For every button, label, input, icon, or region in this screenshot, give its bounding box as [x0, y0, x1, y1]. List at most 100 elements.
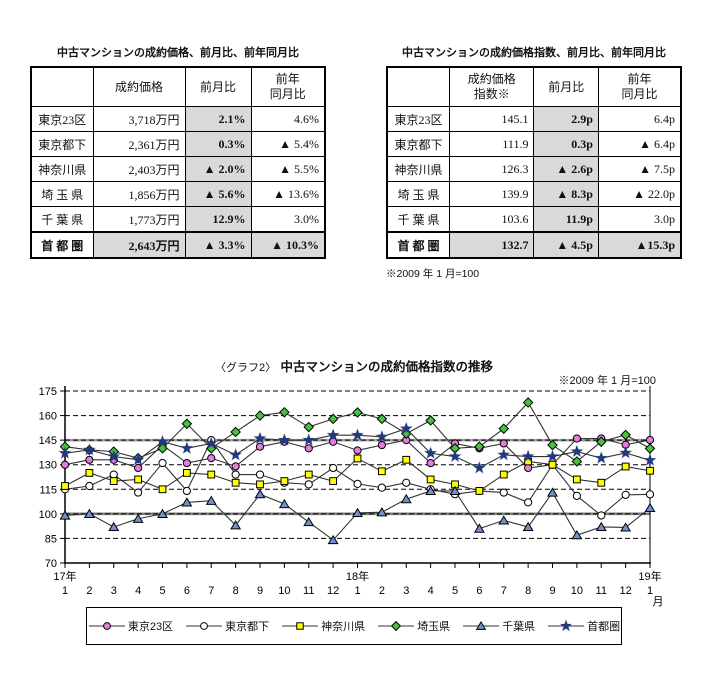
x-tick-label: 1 [354, 585, 360, 597]
legend-label: 神奈川県 [321, 621, 366, 633]
cell-value: 4.6% [250, 106, 326, 132]
y-tick-label: 145 [39, 435, 57, 447]
x-tick-label: 10 [571, 585, 583, 597]
chart-title-prefix: 〈グラフ2〉 [214, 362, 277, 374]
column-header: 前年 同月比 [250, 66, 326, 107]
x-tick-label: 11 [303, 585, 314, 597]
price-table-section: 中古マンションの成約価格、前月比、前年同月比 成約価格 前月比 前年 同月比 東京23… [30, 44, 326, 259]
legend-item-kanagawa: 神奈川県 [281, 618, 365, 634]
cell-value: 12.9% [184, 206, 252, 233]
cell-value: ▲ 22.0p [597, 181, 682, 207]
cell-value: 2,403万円 [92, 156, 186, 182]
legend-label: 千葉県 [502, 621, 536, 633]
row-label: 埼 玉 県 [386, 181, 450, 207]
x-tick-label: 6 [184, 585, 190, 597]
cell-value: 103.6 [448, 206, 535, 233]
column-header: 前月比 [533, 66, 599, 107]
legend-item-tokyo-toka: 東京都下 [185, 618, 269, 634]
cell-value: 3.0% [250, 206, 326, 233]
table-row: 東京23区 3,718万円 2.1% 4.6% [30, 106, 326, 132]
cell-value: 145.1 [448, 106, 535, 132]
cell-value: 2.1% [184, 106, 252, 132]
price-table: 成約価格 前月比 前年 同月比 東京23区 3,718万円 2.1% 4.6% 東京都下 2,3… [30, 66, 326, 259]
cell-value: 126.3 [448, 156, 535, 182]
table-row: 埼 玉 県 139.9 ▲ 8.3p ▲ 22.0p [386, 181, 682, 207]
cell-value: ▲ 8.3p [533, 181, 599, 207]
legend-item-chiba: 千葉県 [462, 618, 535, 634]
cell-value: 2.9p [533, 106, 599, 132]
row-label: 東京都下 [30, 131, 94, 157]
cell-value: 11.9p [533, 206, 599, 233]
column-header: 成約価格 指数※ [448, 66, 535, 107]
cell-value: 3,718万円 [92, 106, 186, 132]
index-table: 成約価格 指数※ 前月比 前年 同月比 東京23区 145.1 2.9p 6.4p 東京都下 1… [386, 66, 682, 259]
x-tick-label: 8 [233, 585, 239, 597]
table-row: 東京都下 111.9 0.3p ▲ 6.4p [386, 131, 682, 157]
chart-legend: 東京23区 東京都下 神奈川県 埼玉県 千葉県 首都圏 [86, 607, 622, 645]
cell-value: 139.9 [448, 181, 535, 207]
cell-value: ▲ 6.4p [597, 131, 682, 157]
x-year-label: 18年 [346, 569, 369, 583]
row-label: 東京都下 [386, 131, 450, 157]
x-tick-label: 2 [86, 585, 92, 597]
index-base-note: ※2009 年 1 月=100 [386, 268, 480, 280]
series-chiba [59, 485, 656, 545]
column-header: 前年 同月比 [597, 66, 682, 107]
cell-value: ▲ 7.5p [597, 156, 682, 182]
cell-value: ▲ 13.6% [250, 181, 326, 207]
cell-value: ▲ 2.0% [184, 156, 252, 182]
x-tick-label: 11 [596, 585, 607, 597]
cell-value: ▲ 5.4% [250, 131, 326, 157]
legend-marker-shutoken-icon [548, 619, 585, 632]
legend-item-saitama: 埼玉県 [377, 618, 450, 634]
cell-value: ▲ 10.3% [250, 231, 326, 259]
row-label: 千 葉 県 [386, 206, 450, 233]
legend-marker-chiba-icon [463, 621, 500, 630]
cell-value: ▲15.3p [597, 231, 682, 259]
row-label: 東京23区 [386, 106, 450, 132]
index-table-section: 中古マンションの成約価格指数、前月比、前年同月比 成約価格 指数※ 前月比 前年 同… [386, 44, 682, 281]
cell-value: ▲ 5.5% [250, 156, 326, 182]
legend-label: 埼玉県 [417, 621, 451, 633]
x-tick-label: 3 [111, 585, 117, 597]
legend-marker-saitama-icon [378, 620, 415, 632]
row-label: 首 都 圏 [30, 231, 94, 259]
x-tick-label: 1 [647, 585, 653, 597]
table-row: 首 都 圏 132.7 ▲ 4.5p ▲15.3p [386, 231, 682, 259]
x-tick-label: 12 [327, 585, 339, 597]
cell-value: 1,856万円 [92, 181, 186, 207]
cell-value: 2,643万円 [92, 231, 186, 259]
row-label: 東京23区 [30, 106, 94, 132]
cell-value: 132.7 [448, 231, 535, 259]
legend-item-tokyo23: 東京23区 [88, 618, 173, 634]
x-tick-label: 12 [620, 585, 632, 597]
x-tick-label: 6 [476, 585, 482, 597]
row-label: 埼 玉 県 [30, 181, 94, 207]
cell-value: 111.9 [448, 131, 535, 157]
x-tick-label: 5 [159, 585, 165, 597]
table-row: 東京都下 2,361万円 0.3% ▲ 5.4% [30, 131, 326, 157]
row-label: 神奈川県 [30, 156, 94, 182]
cell-value: ▲ 5.6% [184, 181, 252, 207]
x-tick-label: 10 [278, 585, 290, 597]
series-kanagawa [61, 454, 654, 495]
table-row: 千 葉 県 1,773万円 12.9% 3.0% [30, 206, 326, 233]
cell-value: 0.3p [533, 131, 599, 157]
legend-marker-tokyo23-icon [88, 622, 125, 630]
cell-value: 0.3% [184, 131, 252, 157]
y-tick-label: 70 [45, 558, 57, 570]
chart-title-main: 中古マンションの成約価格指数の推移 [280, 360, 494, 374]
x-tick-label: 3 [403, 585, 409, 597]
x-tick-label: 7 [208, 585, 214, 597]
x-tick-label: 9 [549, 585, 555, 597]
table-header-row: 成約価格 前月比 前年 同月比 [30, 66, 326, 107]
column-header [386, 66, 450, 107]
chart-base-note: ※2009 年 1 月=100 [558, 375, 656, 387]
x-tick-label: 4 [428, 585, 434, 597]
cell-value: 2,361万円 [92, 131, 186, 157]
table-row: 神奈川県 2,403万円 ▲ 2.0% ▲ 5.5% [30, 156, 326, 182]
x-tick-label: 5 [452, 585, 458, 597]
x-tick-label: 9 [257, 585, 263, 597]
table-row: 千 葉 県 103.6 11.9p 3.0p [386, 206, 682, 233]
x-tick-label: 7 [501, 585, 507, 597]
